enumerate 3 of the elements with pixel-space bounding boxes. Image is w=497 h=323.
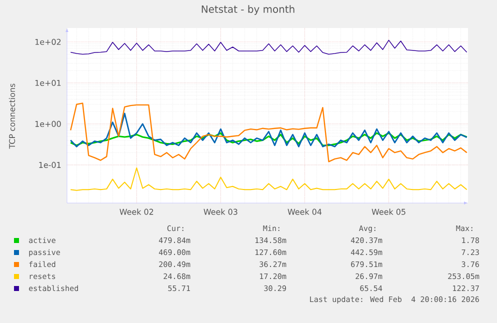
chart-title: Netstat - by month <box>202 5 294 15</box>
line-series <box>70 132 468 146</box>
line-series <box>70 112 468 148</box>
